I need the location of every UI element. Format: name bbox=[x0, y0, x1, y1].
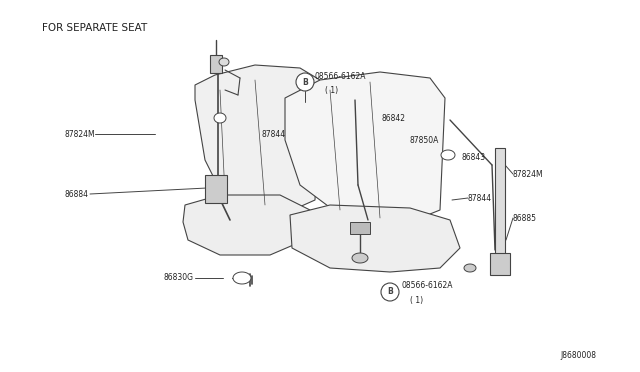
Polygon shape bbox=[214, 113, 226, 123]
Polygon shape bbox=[219, 58, 229, 66]
Bar bbox=[490, 253, 510, 275]
Text: 87844: 87844 bbox=[262, 129, 286, 138]
Text: 86842: 86842 bbox=[382, 113, 406, 122]
Circle shape bbox=[381, 283, 399, 301]
Text: J8680008: J8680008 bbox=[560, 350, 596, 359]
Polygon shape bbox=[464, 264, 476, 272]
Circle shape bbox=[296, 73, 314, 91]
Text: 08566-6162A: 08566-6162A bbox=[315, 71, 367, 80]
Text: 86830G: 86830G bbox=[163, 273, 193, 282]
Text: B: B bbox=[387, 288, 393, 296]
Text: ( 1): ( 1) bbox=[325, 86, 338, 94]
Bar bbox=[350, 222, 370, 234]
Text: B: B bbox=[302, 77, 308, 87]
Polygon shape bbox=[290, 205, 460, 272]
Bar bbox=[205, 175, 227, 203]
Polygon shape bbox=[352, 253, 368, 263]
Text: 86885: 86885 bbox=[513, 214, 537, 222]
Text: FOR SEPARATE SEAT: FOR SEPARATE SEAT bbox=[42, 23, 147, 33]
Text: 87844: 87844 bbox=[468, 193, 492, 202]
Text: 87824M: 87824M bbox=[65, 129, 95, 138]
Text: 87850A: 87850A bbox=[410, 135, 440, 144]
Text: 08566-6162A: 08566-6162A bbox=[402, 282, 454, 291]
Bar bbox=[210, 55, 222, 73]
Bar bbox=[495, 148, 505, 263]
Polygon shape bbox=[183, 195, 310, 255]
Polygon shape bbox=[195, 65, 320, 220]
Polygon shape bbox=[285, 72, 445, 230]
Polygon shape bbox=[233, 272, 251, 284]
Text: 87824M: 87824M bbox=[513, 170, 543, 179]
Text: ( 1): ( 1) bbox=[410, 295, 423, 305]
Text: 86884: 86884 bbox=[64, 189, 88, 199]
Polygon shape bbox=[441, 150, 455, 160]
Text: 86843: 86843 bbox=[462, 153, 486, 161]
